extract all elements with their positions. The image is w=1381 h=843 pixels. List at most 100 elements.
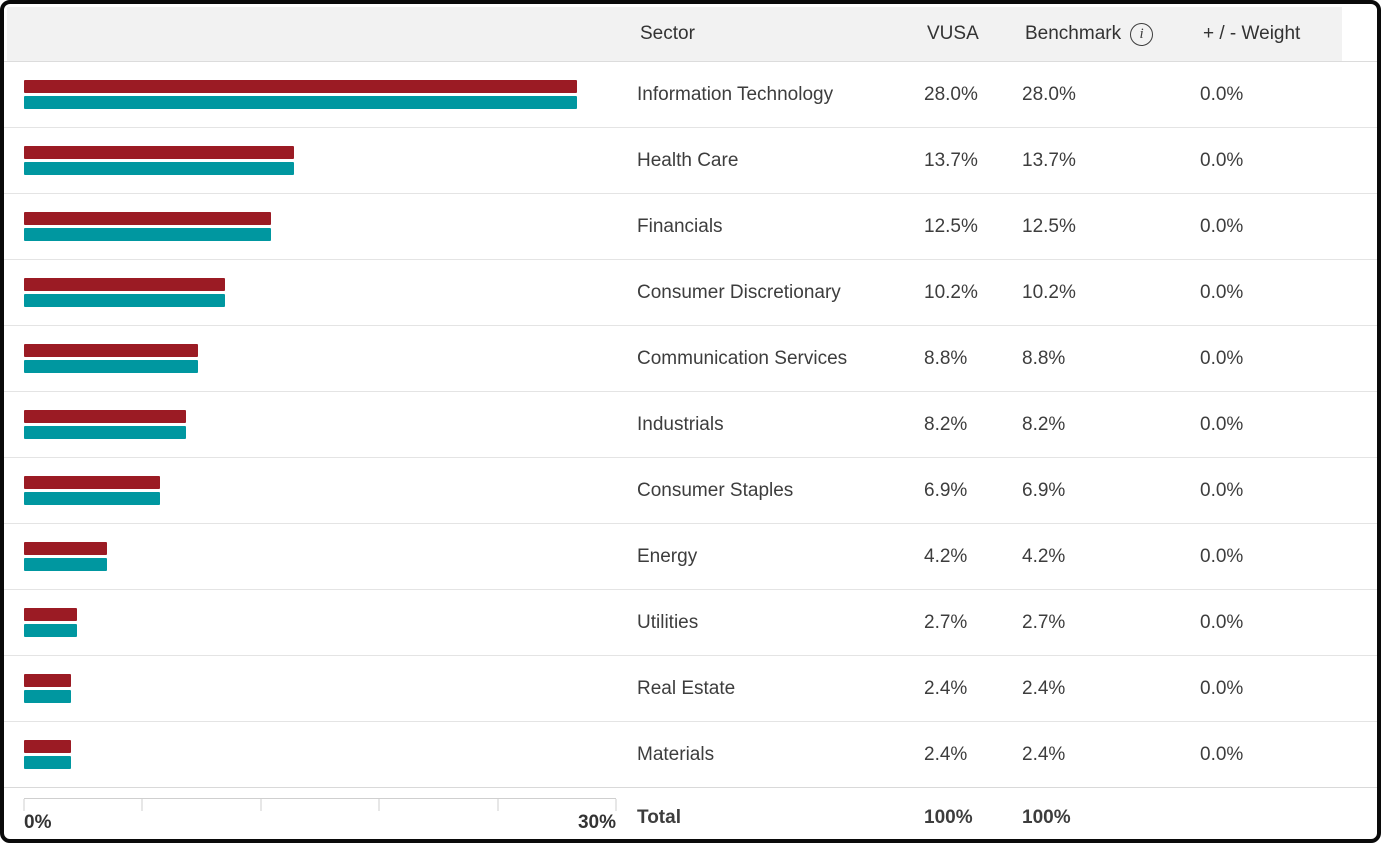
column-header-benchmark: Benchmark i bbox=[1025, 22, 1203, 46]
row-bar-chart-cell bbox=[4, 212, 637, 241]
weight-header-label: + / - Weight bbox=[1203, 23, 1301, 44]
vusa-value-cell: 6.9% bbox=[924, 479, 968, 501]
vusa-value-cell: 8.8% bbox=[924, 347, 968, 369]
sector-rows: Information Technology 28.0% 28.0% 0.0% … bbox=[4, 61, 1377, 787]
benchmark-value-cell: 8.2% bbox=[1022, 413, 1066, 435]
axis-label-max: 30% bbox=[577, 812, 616, 833]
table-row: Information Technology 28.0% 28.0% 0.0% bbox=[4, 61, 1377, 127]
total-row: 0% 30% Total 100% 100% bbox=[4, 787, 1377, 839]
bar-pair bbox=[24, 80, 616, 109]
benchmark-value-cell: 10.2% bbox=[1022, 281, 1076, 303]
benchmark-value-cell: 4.2% bbox=[1022, 545, 1066, 567]
benchmark-bar bbox=[24, 558, 107, 571]
vusa-value-cell: 4.2% bbox=[924, 545, 968, 567]
table-row: Materials 2.4% 2.4% 0.0% bbox=[4, 721, 1377, 787]
x-axis-labels: 0% 30% bbox=[24, 812, 616, 834]
vusa-bar bbox=[24, 344, 198, 357]
bar-pair bbox=[24, 212, 616, 241]
row-bar-chart-cell bbox=[4, 278, 637, 307]
weight-value-cell: 0.0% bbox=[1200, 149, 1244, 171]
vusa-value-cell: 2.4% bbox=[924, 677, 968, 699]
table-row: Consumer Discretionary 10.2% 10.2% 0.0% bbox=[4, 259, 1377, 325]
table-header: Sector VUSA Benchmark i + / - Weight bbox=[7, 7, 1342, 61]
bar-pair bbox=[24, 542, 616, 571]
column-header-vusa: VUSA bbox=[927, 23, 1025, 45]
weight-value-cell: 0.0% bbox=[1200, 281, 1244, 303]
row-bar-chart-cell bbox=[4, 476, 637, 505]
row-bar-chart-cell bbox=[4, 740, 637, 769]
vusa-value-cell: 28.0% bbox=[924, 83, 978, 105]
weight-value-cell: 0.0% bbox=[1200, 83, 1244, 105]
weight-value-cell: 0.0% bbox=[1200, 413, 1244, 435]
benchmark-bar bbox=[24, 228, 271, 241]
vusa-bar bbox=[24, 212, 271, 225]
vusa-bar bbox=[24, 410, 186, 423]
sector-name-cell: Consumer Staples bbox=[637, 479, 794, 501]
sector-name-cell: Materials bbox=[637, 743, 715, 765]
sector-name-cell: Health Care bbox=[637, 149, 739, 171]
total-vusa-value: 100% bbox=[924, 806, 973, 828]
benchmark-bar bbox=[24, 492, 161, 505]
weight-value-cell: 0.0% bbox=[1200, 479, 1244, 501]
sector-name-cell: Communication Services bbox=[637, 347, 848, 369]
benchmark-value-cell: 6.9% bbox=[1022, 479, 1066, 501]
axis-tick bbox=[615, 799, 617, 811]
info-icon[interactable]: i bbox=[1130, 22, 1154, 46]
total-label: Total bbox=[637, 806, 681, 828]
row-bar-chart-cell bbox=[4, 410, 637, 439]
axis-tick bbox=[260, 799, 262, 811]
axis-tick bbox=[497, 799, 499, 811]
bar-pair bbox=[24, 476, 616, 505]
column-header-sector: Sector bbox=[640, 23, 927, 45]
bar-pair bbox=[24, 278, 616, 307]
vusa-value-cell: 13.7% bbox=[924, 149, 978, 171]
x-axis bbox=[23, 798, 617, 811]
sector-name-cell: Information Technology bbox=[637, 83, 834, 105]
vusa-value-cell: 8.2% bbox=[924, 413, 968, 435]
axis-tick bbox=[23, 799, 25, 811]
weight-value-cell: 0.0% bbox=[1200, 545, 1244, 567]
row-bar-chart-cell bbox=[4, 80, 637, 109]
table-row: Communication Services 8.8% 8.8% 0.0% bbox=[4, 325, 1377, 391]
vusa-value-cell: 2.7% bbox=[924, 611, 968, 633]
table-row: Financials 12.5% 12.5% 0.0% bbox=[4, 193, 1377, 259]
bar-pair bbox=[24, 674, 616, 703]
row-bar-chart-cell bbox=[4, 146, 637, 175]
benchmark-value-cell: 8.8% bbox=[1022, 347, 1066, 369]
benchmark-bar bbox=[24, 690, 72, 703]
table-row: Industrials 8.2% 8.2% 0.0% bbox=[4, 391, 1377, 457]
row-bar-chart-cell bbox=[4, 608, 637, 637]
sector-name-cell: Financials bbox=[637, 215, 723, 237]
axis-label-min: 0% bbox=[24, 812, 52, 833]
weight-value-cell: 0.0% bbox=[1200, 677, 1244, 699]
table-row: Health Care 13.7% 13.7% 0.0% bbox=[4, 127, 1377, 193]
benchmark-bar bbox=[24, 360, 198, 373]
sector-name-cell: Real Estate bbox=[637, 677, 736, 699]
row-bar-chart-cell bbox=[4, 542, 637, 571]
vusa-bar bbox=[24, 278, 226, 291]
bar-pair bbox=[24, 146, 616, 175]
bar-pair bbox=[24, 410, 616, 439]
benchmark-value-cell: 2.7% bbox=[1022, 611, 1066, 633]
benchmark-header-label: Benchmark bbox=[1025, 23, 1122, 44]
benchmark-value-cell: 12.5% bbox=[1022, 215, 1076, 237]
vusa-bar bbox=[24, 740, 72, 753]
vusa-header-label: VUSA bbox=[927, 23, 979, 44]
benchmark-bar bbox=[24, 162, 295, 175]
axis-tick bbox=[141, 799, 143, 811]
benchmark-bar bbox=[24, 294, 226, 307]
vusa-value-cell: 12.5% bbox=[924, 215, 978, 237]
weight-value-cell: 0.0% bbox=[1200, 743, 1244, 765]
sector-name-cell: Consumer Discretionary bbox=[637, 281, 841, 303]
vusa-bar bbox=[24, 674, 72, 687]
column-header-weight: + / - Weight bbox=[1203, 23, 1342, 45]
weight-value-cell: 0.0% bbox=[1200, 347, 1244, 369]
benchmark-value-cell: 2.4% bbox=[1022, 677, 1066, 699]
benchmark-bar bbox=[24, 756, 72, 769]
vusa-value-cell: 2.4% bbox=[924, 743, 968, 765]
bar-pair bbox=[24, 740, 616, 769]
benchmark-bar bbox=[24, 426, 186, 439]
bar-pair bbox=[24, 344, 616, 373]
vusa-value-cell: 10.2% bbox=[924, 281, 978, 303]
